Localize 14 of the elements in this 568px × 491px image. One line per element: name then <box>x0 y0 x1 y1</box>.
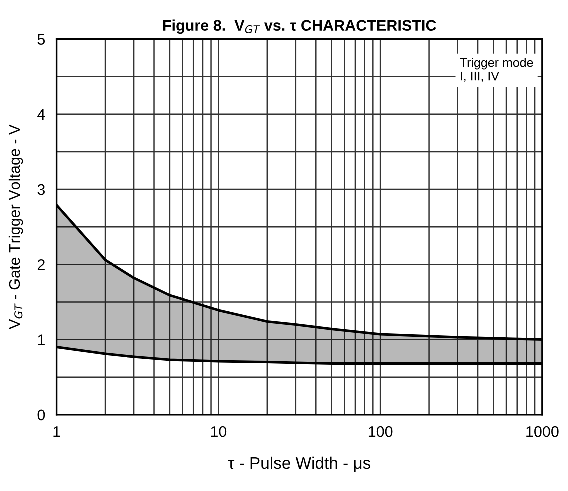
y-tick-label: 0 <box>38 410 46 421</box>
y-tick-label: 2 <box>38 260 45 270</box>
chart-title: Figure 8. V$_{GT}$ vs. τ CHARACTERISTIC <box>163 20 436 34</box>
y-tick-label: 3 <box>38 184 46 196</box>
annotation: Trigger mode I, III, IV <box>460 58 534 82</box>
y-tick-label: 5 <box>38 34 46 45</box>
y-tick-label: 1 <box>38 334 45 346</box>
x-tick-label: 100 <box>368 426 393 438</box>
y-axis-title: V$_{GT}$ - Gate Trigger Voltage - V <box>8 124 24 330</box>
x-axis-title: τ - Pulse Width - μs <box>228 456 371 472</box>
x-tick-label: 1000 <box>526 426 559 438</box>
y-tick-label: 4 <box>38 109 46 120</box>
x-tick-label: 10 <box>211 426 227 438</box>
x-tick-label: 1 <box>54 426 60 438</box>
